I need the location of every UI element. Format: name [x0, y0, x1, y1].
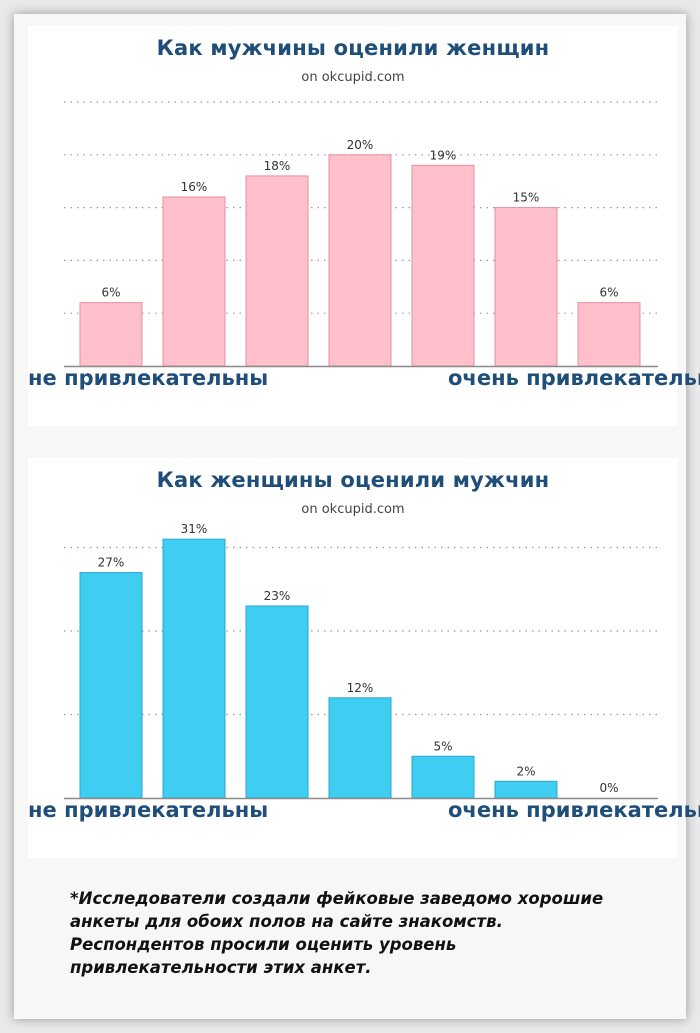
bar	[79, 302, 143, 367]
bar-value-label: 5%	[433, 739, 452, 753]
bar-value-label: 18%	[264, 159, 291, 173]
bar-value-label: 31%	[181, 522, 208, 536]
bar-value-label: 19%	[430, 148, 457, 162]
bar	[328, 697, 392, 799]
low-end-label: не привлекательны	[28, 798, 269, 822]
bar	[328, 154, 392, 367]
bar-value-label: 6%	[101, 286, 120, 300]
bar-value-label: 0%	[599, 781, 618, 795]
bar-value-label: 15%	[513, 191, 540, 205]
bar-value-label: 2%	[516, 764, 535, 778]
chart-subtitle: on okcupid.com	[301, 70, 405, 85]
bar	[162, 538, 226, 799]
bar	[494, 207, 558, 367]
bar-value-label: 16%	[181, 180, 208, 194]
bar	[411, 755, 475, 799]
chart-subtitle: on okcupid.com	[301, 502, 405, 517]
chart-title: Как мужчины оценили женщин	[156, 36, 550, 60]
bar-chart-svg: 27% 31% 23% 12% 5% 2% 0%	[64, 522, 658, 800]
chart-title: Как женщины оценили мужчин	[156, 468, 550, 492]
bar-value-label: 23%	[264, 589, 291, 603]
low-end-label: не привлекательны	[28, 366, 269, 390]
high-end-label: очень привлекательны	[448, 366, 700, 390]
bar	[79, 572, 143, 799]
bar-value-label: 20%	[347, 138, 374, 152]
bar	[494, 780, 558, 799]
bar	[245, 175, 309, 367]
chart-women-rating-men: Как женщины оценили мужчин on okcupid.co…	[28, 458, 700, 858]
bar-value-label: 6%	[599, 286, 618, 300]
bar-value-label: 27%	[98, 556, 125, 570]
bar	[411, 164, 475, 367]
footnote: *Исследователи создали фейковые заведомо…	[70, 889, 604, 977]
high-end-label: очень привлекательны	[448, 798, 700, 822]
bar-value-label: 12%	[347, 681, 374, 695]
bar	[245, 605, 309, 799]
bar	[162, 196, 226, 367]
bar	[577, 302, 641, 367]
bar-chart-svg: 6% 16% 18% 20% 19% 15% 6%	[64, 101, 658, 368]
chart-men-rating-women: Как мужчины оценили женщин on okcupid.co…	[28, 26, 700, 426]
